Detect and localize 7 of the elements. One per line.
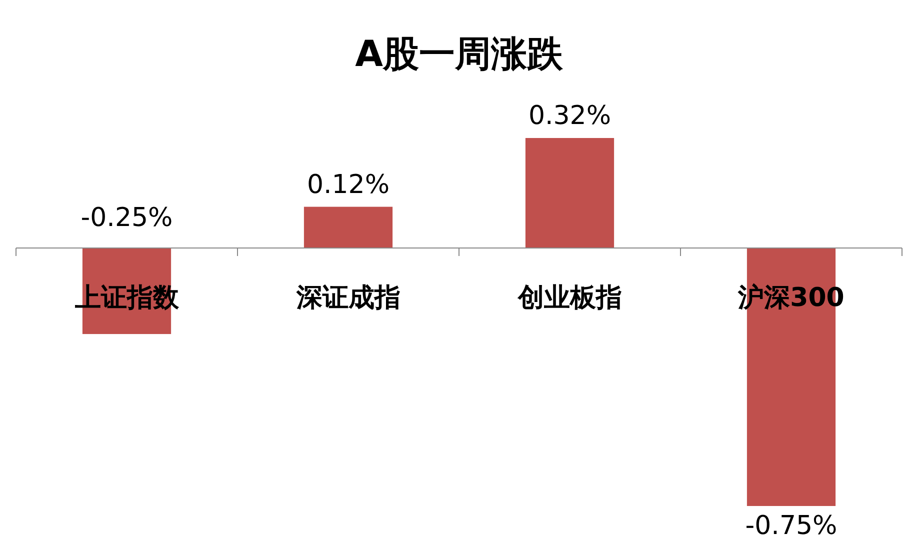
x-tick-label: 深证成指 bbox=[295, 283, 400, 314]
x-tick-label: 创业板指 bbox=[516, 283, 622, 314]
data-label: -0.25% bbox=[80, 203, 173, 234]
chart-title: A股一周涨跌 bbox=[355, 34, 564, 75]
data-label: -0.75% bbox=[745, 511, 838, 541]
data-label: 0.32% bbox=[528, 101, 612, 131]
data-label: 0.12% bbox=[306, 170, 390, 200]
